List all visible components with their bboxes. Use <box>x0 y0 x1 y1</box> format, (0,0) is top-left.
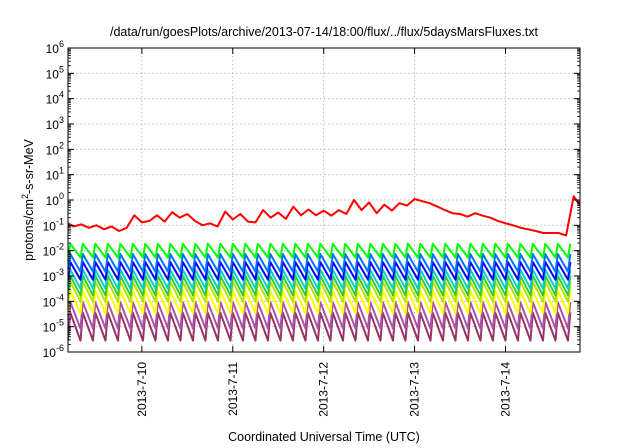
y-tick-label: 106 <box>46 39 64 56</box>
chart-title: /data/run/goesPlots/archive/2013-07-14/1… <box>110 25 539 39</box>
x-axis-ticks: 2013-7-10 2013-7-11 2013-7-12 2013-7-13 2013… <box>135 48 513 417</box>
y-tick-label: 102 <box>46 140 64 157</box>
y-axis-ticks: 10-6 10-5 10-4 10-3 10-2 10-1 100 101 102 103 104 1… <box>43 39 580 360</box>
series-line <box>68 289 572 315</box>
y-tick-label: 10-3 <box>43 267 64 284</box>
x-tick-label: 2013-7-10 <box>135 362 149 417</box>
series-line <box>68 253 572 273</box>
x-tick-label: 2013-7-14 <box>499 362 513 417</box>
y-tick-label: 10-6 <box>43 343 64 360</box>
series-line <box>68 242 572 259</box>
y-tick-label: 10-4 <box>43 292 64 309</box>
series-line <box>68 301 572 330</box>
y-tick-label: 101 <box>46 166 64 183</box>
y-tick-label: 105 <box>46 64 64 81</box>
series-line <box>68 268 572 290</box>
y-axis-label: protons/cm2-s-sr-MeV <box>20 138 36 260</box>
y-tick-label: 10-5 <box>43 318 64 335</box>
y-tick-label: 10-1 <box>43 216 64 233</box>
grid <box>68 48 580 352</box>
y-tick-label: 104 <box>46 90 64 107</box>
x-tick-label: 2013-7-13 <box>408 362 422 417</box>
y-tick-label: 103 <box>46 115 64 132</box>
y-tick-label: 10-2 <box>43 242 64 259</box>
x-tick-label: 2013-7-12 <box>317 362 331 417</box>
x-axis-label: Coordinated Universal Time (UTC) <box>228 430 420 444</box>
y-tick-label: 100 <box>46 191 64 208</box>
x-tick-label: 2013-7-11 <box>226 362 240 416</box>
series-line <box>68 261 572 281</box>
series-layer <box>68 195 580 342</box>
series-line <box>68 195 580 237</box>
